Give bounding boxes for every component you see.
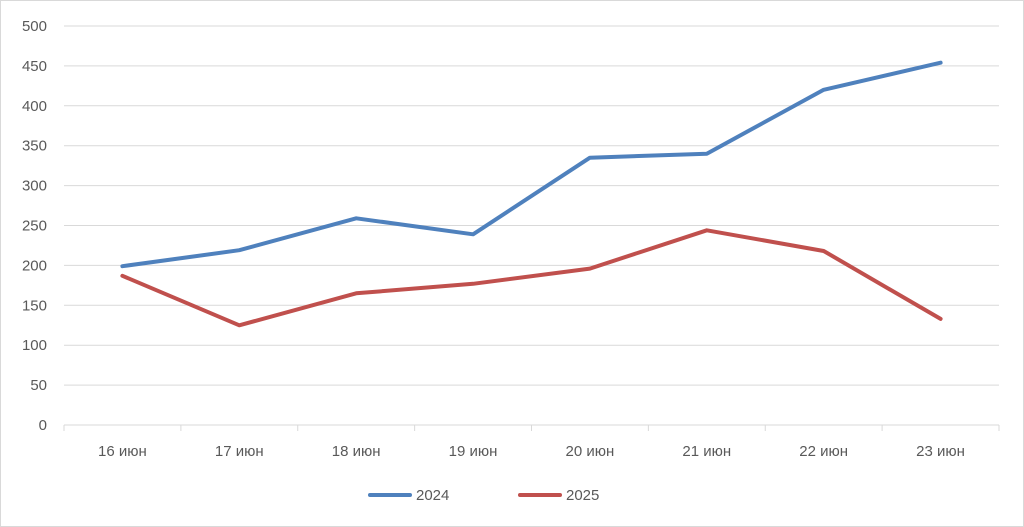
x-tick-label: 23 июн <box>916 443 965 460</box>
y-tick-label: 150 <box>22 297 47 314</box>
y-tick-label: 350 <box>22 138 47 155</box>
y-tick-label: 300 <box>22 178 47 195</box>
y-tick-label: 0 <box>39 417 47 434</box>
y-tick-labels: 0 50 100 150 200 250 300 350 400 450 500 <box>22 18 47 434</box>
series-line-2024 <box>120 60 943 269</box>
x-tick-labels: 16 июн 17 июн 18 июн 19 июн 20 июн 21 июн 22 и… <box>98 443 965 460</box>
y-tick-label: 200 <box>22 257 47 274</box>
y-tick-label: 450 <box>22 58 47 75</box>
series-lines <box>120 60 943 328</box>
legend: 2024 2025 <box>368 487 599 504</box>
x-tick-label: 18 июн <box>332 443 381 460</box>
x-tick-label: 16 июн <box>98 443 147 460</box>
y-tick-label: 400 <box>22 98 47 115</box>
y-tick-label: 100 <box>22 337 47 354</box>
y-tick-label: 500 <box>22 18 47 35</box>
x-tick-label: 19 июн <box>449 443 498 460</box>
y-tick-label: 50 <box>30 377 47 394</box>
legend-label-2025: 2025 <box>566 487 599 504</box>
x-tick-label: 22 июн <box>799 443 848 460</box>
x-tick-label: 17 июн <box>215 443 264 460</box>
series-line-2025 <box>120 228 943 328</box>
gridlines <box>64 25 999 386</box>
legend-label-2024: 2024 <box>416 487 449 504</box>
x-tick-label: 20 июн <box>566 443 615 460</box>
x-tick-label: 21 июн <box>682 443 731 460</box>
y-tick-label: 250 <box>22 218 47 235</box>
axes <box>63 424 1000 431</box>
